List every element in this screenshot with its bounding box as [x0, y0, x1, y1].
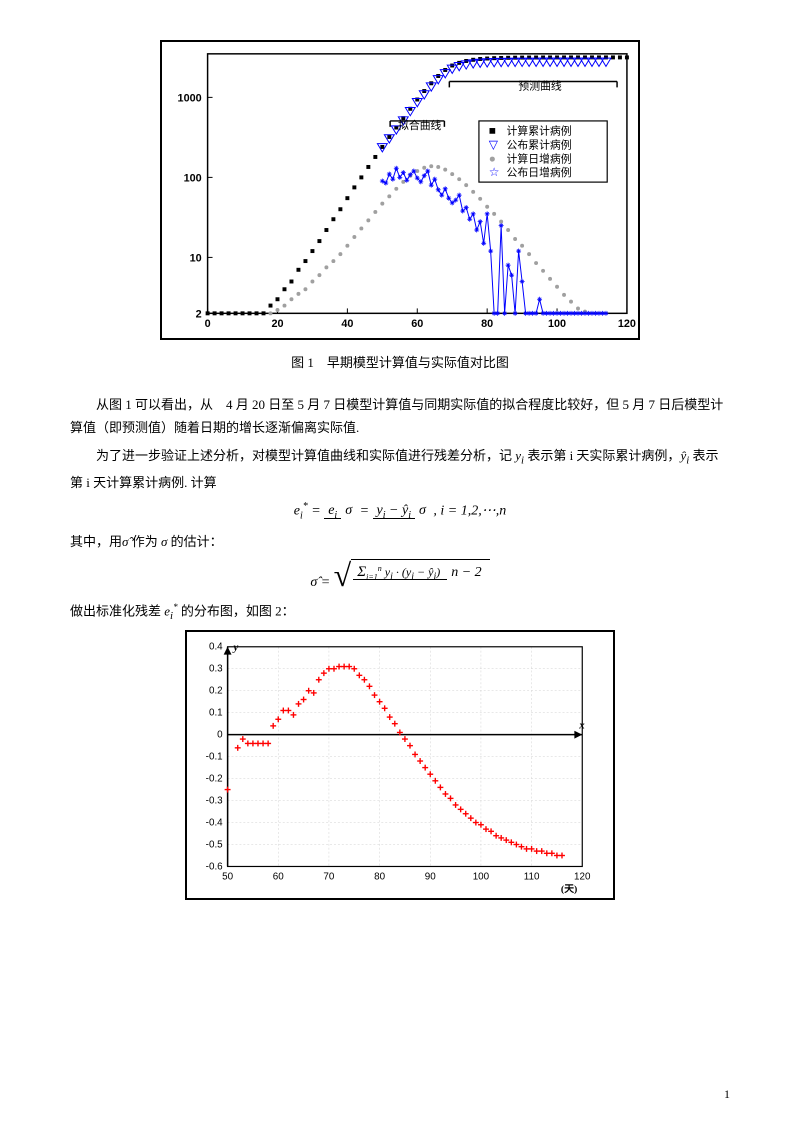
svg-text:60: 60: [411, 318, 423, 330]
svg-text:-0.6: -0.6: [206, 862, 223, 873]
svg-text:80: 80: [481, 318, 493, 330]
svg-text:y: y: [232, 642, 239, 654]
svg-text:●: ●: [489, 151, 496, 165]
paragraph-3: 其中，用σ̂ 作为 σ 的估计：: [70, 530, 730, 553]
chart1: 0 20 40 60 80 100 120 2 10 100 1000 拟合曲线 预测曲线 ■ 计算累计病例…: [160, 40, 640, 340]
svg-text:120: 120: [618, 318, 636, 330]
svg-text:▽: ▽: [489, 138, 499, 152]
svg-text:预测曲线: 预测曲线: [518, 78, 562, 92]
svg-text:50: 50: [222, 871, 233, 882]
svg-text:公布日增病例: 公布日增病例: [507, 165, 572, 179]
formula1-tail: , i = 1,2,⋯,n: [433, 504, 506, 519]
svg-text:2: 2: [196, 308, 202, 320]
svg-text:-0.3: -0.3: [206, 796, 223, 807]
svg-text:-0.5: -0.5: [206, 840, 223, 851]
svg-text:120: 120: [574, 871, 591, 882]
svg-text:0: 0: [217, 730, 223, 741]
svg-text:(天): (天): [561, 883, 577, 895]
svg-text:☆: ☆: [489, 165, 500, 179]
svg-text:80: 80: [374, 871, 385, 882]
svg-text:10: 10: [190, 252, 202, 264]
svg-text:0.2: 0.2: [209, 686, 223, 697]
chart1-caption: 图 1 早期模型计算值与实际值对比图: [70, 352, 730, 371]
svg-text:-0.2: -0.2: [206, 774, 223, 785]
svg-text:计算日增病例: 计算日增病例: [507, 151, 572, 165]
paragraph-4: 做出标准化残差 ei* 的分布图，如图 2：: [70, 599, 730, 626]
svg-text:-0.1: -0.1: [206, 752, 223, 763]
para3-txt3: 的估计：: [167, 534, 222, 549]
chart1-container: 0 20 40 60 80 100 120 2 10 100 1000 拟合曲线 预测曲线 ■ 计算累计病例…: [70, 40, 730, 340]
chart2-container: xy5060708090100110120-0.6-0.5-0.4-0.3-0.…: [70, 630, 730, 900]
paragraph-1: 从图 1 可以看出，从 4 月 20 日至 5 月 7 日模型计算值与同期实际值…: [70, 393, 730, 440]
para2-txt2: 表示第 i 天实际累计病例，: [524, 448, 680, 463]
para4-txt2: 的分布图，如图 2：: [178, 603, 295, 618]
page-number: 1: [724, 1087, 730, 1102]
svg-text:0.3: 0.3: [209, 664, 223, 675]
svg-text:1000: 1000: [178, 92, 202, 104]
svg-text:-0.4: -0.4: [206, 818, 223, 829]
para2-txt1: 为了进一步验证上述分析，对模型计算值曲线和实际值进行残差分析，记: [96, 448, 515, 463]
svg-text:100: 100: [473, 871, 490, 882]
svg-text:90: 90: [425, 871, 436, 882]
svg-text:0.4: 0.4: [209, 642, 223, 653]
para3-txt2: 作为: [128, 534, 161, 549]
formula-2: σ̂ = √ Σi=1n yi · (yi − ŷi) n − 2: [70, 559, 730, 593]
svg-text:20: 20: [271, 318, 283, 330]
svg-text:70: 70: [323, 871, 334, 882]
paragraph-2: 为了进一步验证上述分析，对模型计算值曲线和实际值进行残差分析，记 yi 表示第 …: [70, 444, 730, 494]
svg-text:110: 110: [524, 871, 540, 882]
svg-text:60: 60: [273, 871, 284, 882]
svg-text:0: 0: [205, 318, 211, 330]
svg-text:计算累计病例: 计算累计病例: [507, 124, 572, 138]
svg-text:0.1: 0.1: [209, 708, 223, 719]
para3-txt1: 其中，用: [70, 534, 122, 549]
chart2: xy5060708090100110120-0.6-0.5-0.4-0.3-0.…: [185, 630, 615, 900]
svg-text:拟合曲线: 拟合曲线: [398, 118, 442, 132]
svg-text:100: 100: [548, 318, 566, 330]
svg-text:■: ■: [489, 124, 496, 138]
svg-text:40: 40: [341, 318, 353, 330]
para4-txt1: 做出标准化残差: [70, 603, 164, 618]
svg-text:100: 100: [184, 172, 202, 184]
formula-1: ei* = eiσ = yi − ŷiσ , i = 1,2,⋯,n: [70, 500, 730, 523]
svg-text:公布累计病例: 公布累计病例: [507, 138, 572, 152]
